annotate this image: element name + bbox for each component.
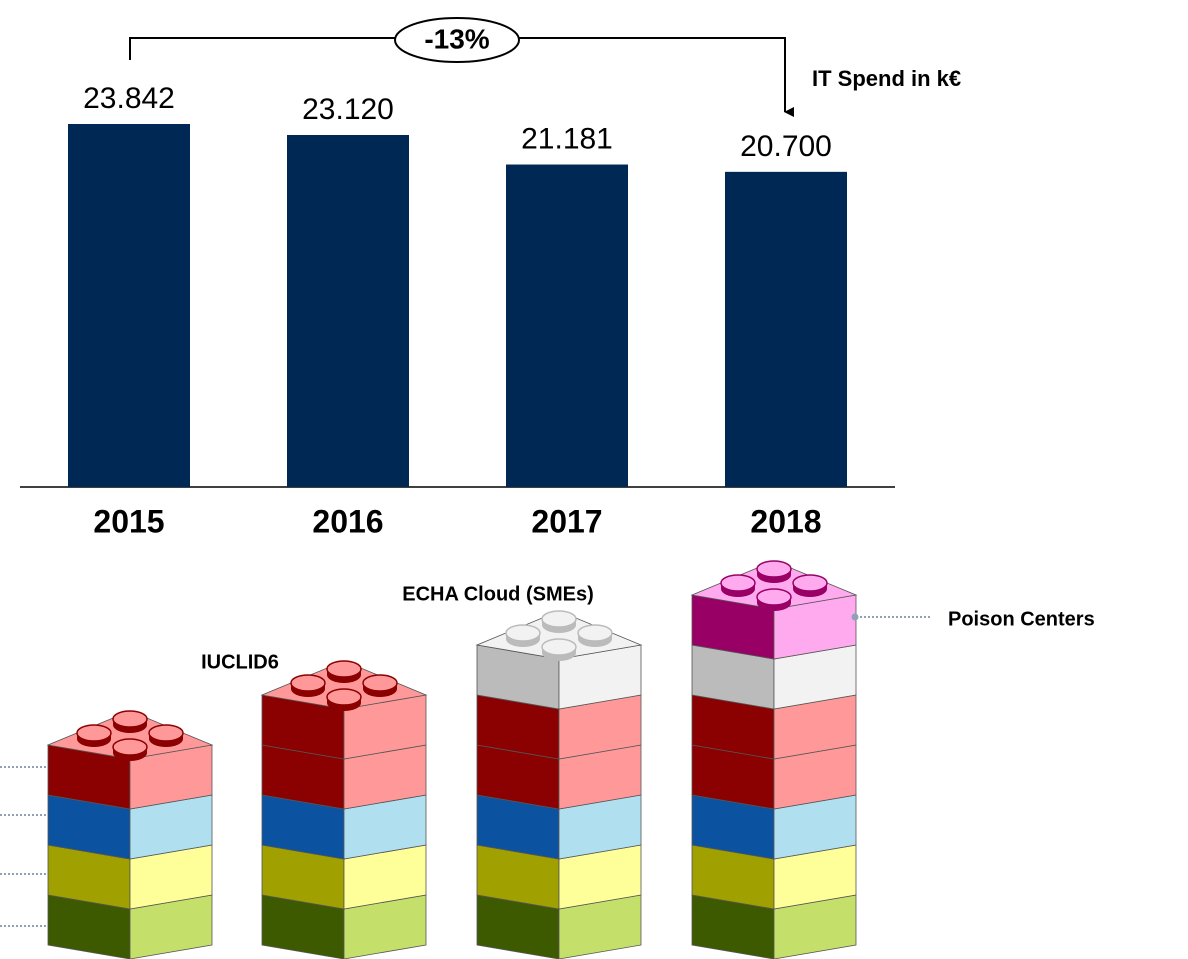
stud-top [291, 675, 325, 691]
brick-label: IUCLID6 [201, 651, 279, 673]
x-tick-label: 2015 [93, 503, 164, 539]
stud-top [793, 575, 827, 591]
page: {"chart_data": {"type": "bar", "annotati… [0, 0, 1188, 959]
stud-top [542, 611, 576, 627]
x-tick-label: 2018 [750, 503, 821, 539]
brick-label: Poison Centers [948, 608, 1095, 630]
unit-label: IT Spend in k€ [812, 66, 961, 91]
bracket-left [130, 38, 395, 60]
value-label: 23.842 [83, 82, 175, 115]
stud-top [542, 639, 576, 655]
x-tick-label: 2017 [531, 503, 602, 539]
bracket-right [519, 38, 785, 112]
stud-top [77, 725, 111, 741]
bar [506, 165, 628, 487]
brick-label: ECHA Cloud (SMEs) [402, 583, 593, 605]
stud-top [506, 625, 540, 641]
stud-top [113, 711, 147, 727]
stud-top [757, 589, 791, 605]
stud-top [578, 625, 612, 641]
bar [725, 172, 847, 487]
value-label: 23.120 [302, 93, 394, 126]
x-tick-label: 2016 [312, 503, 383, 539]
value-label: 20.700 [740, 130, 832, 163]
stud-top [113, 739, 147, 755]
stud-top [149, 725, 183, 741]
value-label: 21.181 [521, 122, 613, 155]
stud-top [327, 689, 361, 705]
leader-dot [852, 614, 859, 621]
bar [68, 124, 190, 487]
stud-top [327, 661, 361, 677]
stud-top [363, 675, 397, 691]
stud-top [721, 575, 755, 591]
bricks [48, 561, 856, 959]
stud-top [757, 561, 791, 577]
chart: -13% IT Spend in k€ IUCLID6 ECHA Cloud (… [0, 0, 1188, 959]
bar [287, 135, 409, 487]
change-label: -13% [424, 23, 489, 54]
